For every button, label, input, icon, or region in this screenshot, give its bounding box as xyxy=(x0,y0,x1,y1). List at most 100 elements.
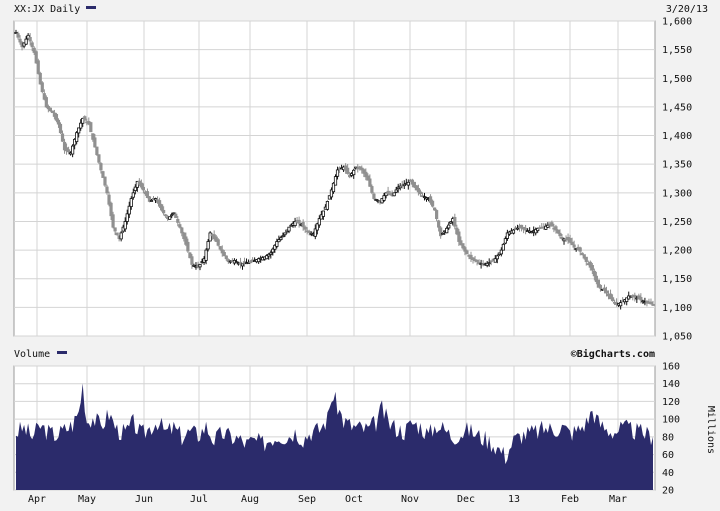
price-candle xyxy=(469,251,473,263)
price-candle xyxy=(93,133,97,148)
price-candle xyxy=(406,179,410,190)
price-candle xyxy=(457,228,461,246)
price-candle xyxy=(269,250,273,259)
price-candle xyxy=(370,184,374,195)
price-candle xyxy=(437,219,441,232)
x-tick-label: Dec xyxy=(457,494,475,505)
volume-tick-label: 80 xyxy=(662,432,674,443)
price-candle xyxy=(366,173,370,181)
price-candle xyxy=(73,138,77,150)
price-candle xyxy=(18,35,22,45)
price-tick-label: 1,250 xyxy=(662,217,692,228)
price-candle xyxy=(89,121,93,133)
price-candle xyxy=(435,209,439,222)
price-candle xyxy=(174,212,178,219)
x-tick-label: Sep xyxy=(298,494,316,505)
price-candle xyxy=(42,89,46,101)
price-candle xyxy=(36,58,40,75)
price-candle xyxy=(184,232,188,247)
price-tick-label: 1,400 xyxy=(662,131,692,142)
price-y-axis: 1,600 1,550 1,500 1,450 1,400 1,350 1,300 1,250… xyxy=(662,17,692,343)
price-candle xyxy=(34,50,38,64)
price-candle xyxy=(511,229,516,235)
price-candle xyxy=(570,237,574,246)
price-candle xyxy=(445,226,449,234)
x-tick-label: Jun xyxy=(135,494,153,505)
price-candle xyxy=(186,238,190,253)
price-candle xyxy=(422,192,427,201)
price-candle xyxy=(164,214,168,218)
volume-panel: 160 140 120 100 80 60 40 20 Millions xyxy=(13,362,716,497)
price-candle xyxy=(283,232,287,237)
x-tick-label: May xyxy=(78,494,96,505)
price-candle xyxy=(534,227,538,236)
price-tick-label: 1,300 xyxy=(662,188,692,199)
price-candle xyxy=(214,234,218,242)
price-candle xyxy=(524,224,528,235)
price-legend-swatch xyxy=(86,6,96,9)
price-candle xyxy=(56,118,61,128)
price-candle xyxy=(364,168,368,181)
price-candle xyxy=(499,247,503,257)
price-candle xyxy=(475,259,479,266)
price-candle xyxy=(382,192,386,202)
price-candle xyxy=(91,133,95,142)
price-candle xyxy=(307,229,311,236)
price-candle xyxy=(327,195,332,200)
price-candle xyxy=(487,258,491,267)
price-tick-label: 1,050 xyxy=(662,332,692,343)
price-candle xyxy=(503,236,507,245)
price-candle xyxy=(40,81,44,94)
price-candle xyxy=(119,231,123,242)
price-candle xyxy=(277,235,281,243)
price-candle xyxy=(222,249,226,257)
price-candle xyxy=(501,243,505,251)
price-candle xyxy=(139,179,143,190)
price-candle xyxy=(58,122,63,134)
price-candle xyxy=(275,238,279,249)
price-candle xyxy=(178,222,182,229)
price-candle xyxy=(505,229,510,241)
price-candle xyxy=(24,36,28,45)
price-candle xyxy=(170,212,174,219)
price-candle xyxy=(455,224,459,236)
price-candle xyxy=(220,245,224,257)
price-tick-label: 1,450 xyxy=(662,102,692,113)
price-candle xyxy=(77,127,81,138)
price-candle xyxy=(38,71,42,85)
price-candle xyxy=(14,29,18,34)
price-candle xyxy=(515,224,520,231)
price-candle xyxy=(449,221,453,225)
price-candle xyxy=(75,131,79,145)
price-candle xyxy=(641,299,645,304)
price-candle xyxy=(131,188,135,200)
price-candle xyxy=(639,293,643,304)
price-candle xyxy=(297,216,301,228)
price-candle xyxy=(16,31,20,40)
price-candle xyxy=(248,260,253,264)
price-tick-label: 1,550 xyxy=(662,45,692,56)
price-candle xyxy=(418,189,423,197)
volume-y-axis: 160 140 120 100 80 60 40 20 xyxy=(662,362,680,497)
price-candle xyxy=(281,232,285,238)
price-candle xyxy=(317,215,321,228)
price-candle xyxy=(83,115,87,121)
price-candle xyxy=(584,256,588,266)
price-candle xyxy=(374,198,378,201)
price-candle xyxy=(352,168,356,179)
price-candle xyxy=(530,230,534,234)
price-candle xyxy=(368,174,372,187)
price-candle xyxy=(453,213,457,230)
price-candle xyxy=(313,224,317,240)
price-candle xyxy=(32,46,36,56)
price-candle xyxy=(392,192,396,197)
volume-title: Volume xyxy=(14,349,50,360)
price-candle xyxy=(465,249,469,255)
price-candle xyxy=(447,222,451,230)
price-candle xyxy=(293,217,297,228)
price-candle xyxy=(62,138,67,154)
volume-axis-label: Millions xyxy=(705,406,716,454)
price-candle xyxy=(319,210,323,220)
price-candle xyxy=(64,143,69,155)
price-candle xyxy=(594,271,598,285)
